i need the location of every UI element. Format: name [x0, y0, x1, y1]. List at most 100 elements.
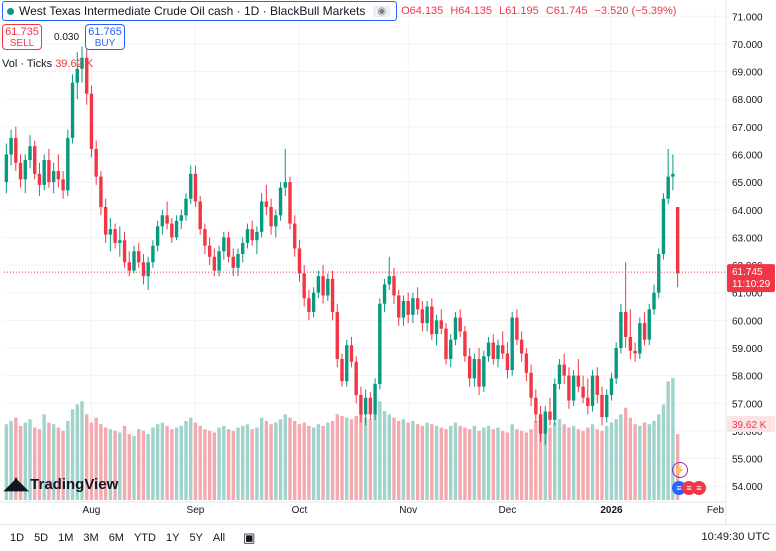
buy-button[interactable]: 61.765 BUY	[85, 24, 126, 50]
volume-bar	[387, 414, 391, 500]
candle-body	[642, 323, 647, 340]
volume-bar	[567, 427, 571, 500]
volume-bar	[23, 422, 27, 500]
buy-label: BUY	[94, 38, 116, 49]
volume-bar	[349, 419, 354, 500]
y-tick-label: 67.000	[732, 123, 763, 134]
volume-bar	[586, 427, 590, 500]
symbol-title-box[interactable]: West Texas Intermediate Crude Oil cash ·…	[2, 1, 398, 21]
timeframe-ytd[interactable]: YTD	[133, 532, 156, 544]
timeframe-3m[interactable]: 3M	[83, 532, 99, 544]
candle-body	[321, 276, 325, 296]
volume-bar	[623, 407, 628, 500]
volume-bar	[264, 420, 269, 500]
volume-bar	[118, 432, 122, 500]
volume-bar	[170, 429, 174, 500]
candle-body	[458, 317, 462, 332]
volume-legend-value: 39.62 K	[55, 58, 94, 70]
flag-icon-3[interactable]: ≡	[692, 481, 706, 495]
volume-bar	[363, 417, 368, 500]
volume-bar	[510, 424, 514, 500]
sell-button[interactable]: 61.735 SELL	[2, 24, 42, 50]
volume-bar	[189, 417, 193, 500]
timeframe-5y[interactable]: 5Y	[189, 532, 203, 544]
candle-body	[595, 375, 599, 395]
timeframe-1d[interactable]: 1D	[10, 532, 25, 544]
price-chart[interactable]: 71.000 70.000 69.000 68.000 67.000 66.000 65.0…	[0, 0, 776, 524]
x-tick-label: 2026	[600, 505, 623, 516]
y-tick-label: 60.000	[732, 316, 763, 327]
candle-body	[288, 182, 292, 224]
volume-legend[interactable]: Vol · Ticks 39.62 K	[2, 58, 93, 70]
current-price-label: 61.745	[732, 267, 763, 278]
volume-bar	[392, 417, 396, 500]
volume-bar	[543, 424, 547, 500]
timeframe-5d[interactable]: 5D	[34, 532, 49, 544]
volume-bar	[590, 424, 595, 500]
timeframe-all[interactable]: All	[212, 532, 226, 544]
candle-body	[170, 223, 174, 238]
buy-price: 61.765	[88, 26, 122, 38]
timeframe-6m[interactable]: 6M	[108, 532, 124, 544]
candle-body	[37, 173, 42, 185]
candle-body	[122, 240, 127, 263]
candle-body	[255, 231, 259, 241]
timeframe-1m[interactable]: 1M	[58, 532, 74, 544]
candle-body	[42, 160, 46, 185]
candle-body	[141, 262, 146, 277]
open-value: O64.135	[401, 5, 444, 17]
tradingview-logo-icon: ◢◣	[4, 474, 28, 493]
volume-bar	[259, 417, 264, 500]
candle-body	[524, 353, 529, 373]
candle-body	[155, 226, 160, 246]
volume-tag-label: 39.62 K	[732, 420, 767, 431]
volume-bar	[61, 430, 65, 500]
candle-body	[557, 364, 562, 384]
volume-bar	[113, 430, 117, 500]
candle-body	[137, 251, 141, 263]
volume-bar	[571, 425, 576, 500]
candle-body	[444, 328, 448, 360]
candle-body	[581, 386, 585, 398]
candle-body	[297, 248, 302, 274]
volume-bar	[222, 425, 226, 500]
lightning-icon[interactable]: ⚡	[672, 462, 688, 478]
volume-bar	[335, 414, 339, 500]
candle-body	[47, 160, 51, 183]
candle-body	[449, 339, 453, 360]
volume-bar	[562, 424, 566, 500]
volume-bar	[519, 430, 524, 500]
candle-body	[609, 378, 614, 395]
candle-body	[614, 347, 618, 379]
calendar-icon[interactable]: ▣	[243, 530, 256, 545]
volume-bar	[28, 419, 32, 500]
volume-bar	[137, 429, 141, 500]
y-tick-label: 64.000	[732, 206, 763, 217]
volume-bar	[430, 424, 434, 500]
candle-body	[538, 414, 543, 434]
candle-body	[430, 306, 434, 335]
timeframe-1y[interactable]: 1Y	[165, 532, 180, 544]
y-tick-label: 56.000	[732, 427, 763, 438]
candle-body	[387, 276, 391, 285]
volume-bar	[108, 429, 113, 500]
volume-bar	[99, 424, 103, 500]
utc-clock[interactable]: 10:49:30 UTC	[701, 531, 770, 543]
volume-bar	[207, 430, 212, 500]
volume-bar	[9, 420, 13, 500]
volume-bar	[378, 401, 382, 500]
candle-body	[75, 68, 79, 83]
volume-bar	[160, 422, 165, 500]
candle-body	[302, 273, 306, 299]
candle-body	[212, 256, 217, 271]
volume-bar	[302, 422, 306, 500]
candle-body	[501, 345, 505, 354]
eye-icon[interactable]: ◉	[373, 5, 391, 17]
volume-bar	[609, 422, 614, 500]
candle-body	[18, 162, 23, 180]
volume-bar	[472, 425, 477, 500]
candle-body	[4, 154, 9, 183]
volume-bar	[231, 430, 235, 500]
candle-body	[151, 245, 155, 263]
volume-bar	[278, 419, 283, 500]
